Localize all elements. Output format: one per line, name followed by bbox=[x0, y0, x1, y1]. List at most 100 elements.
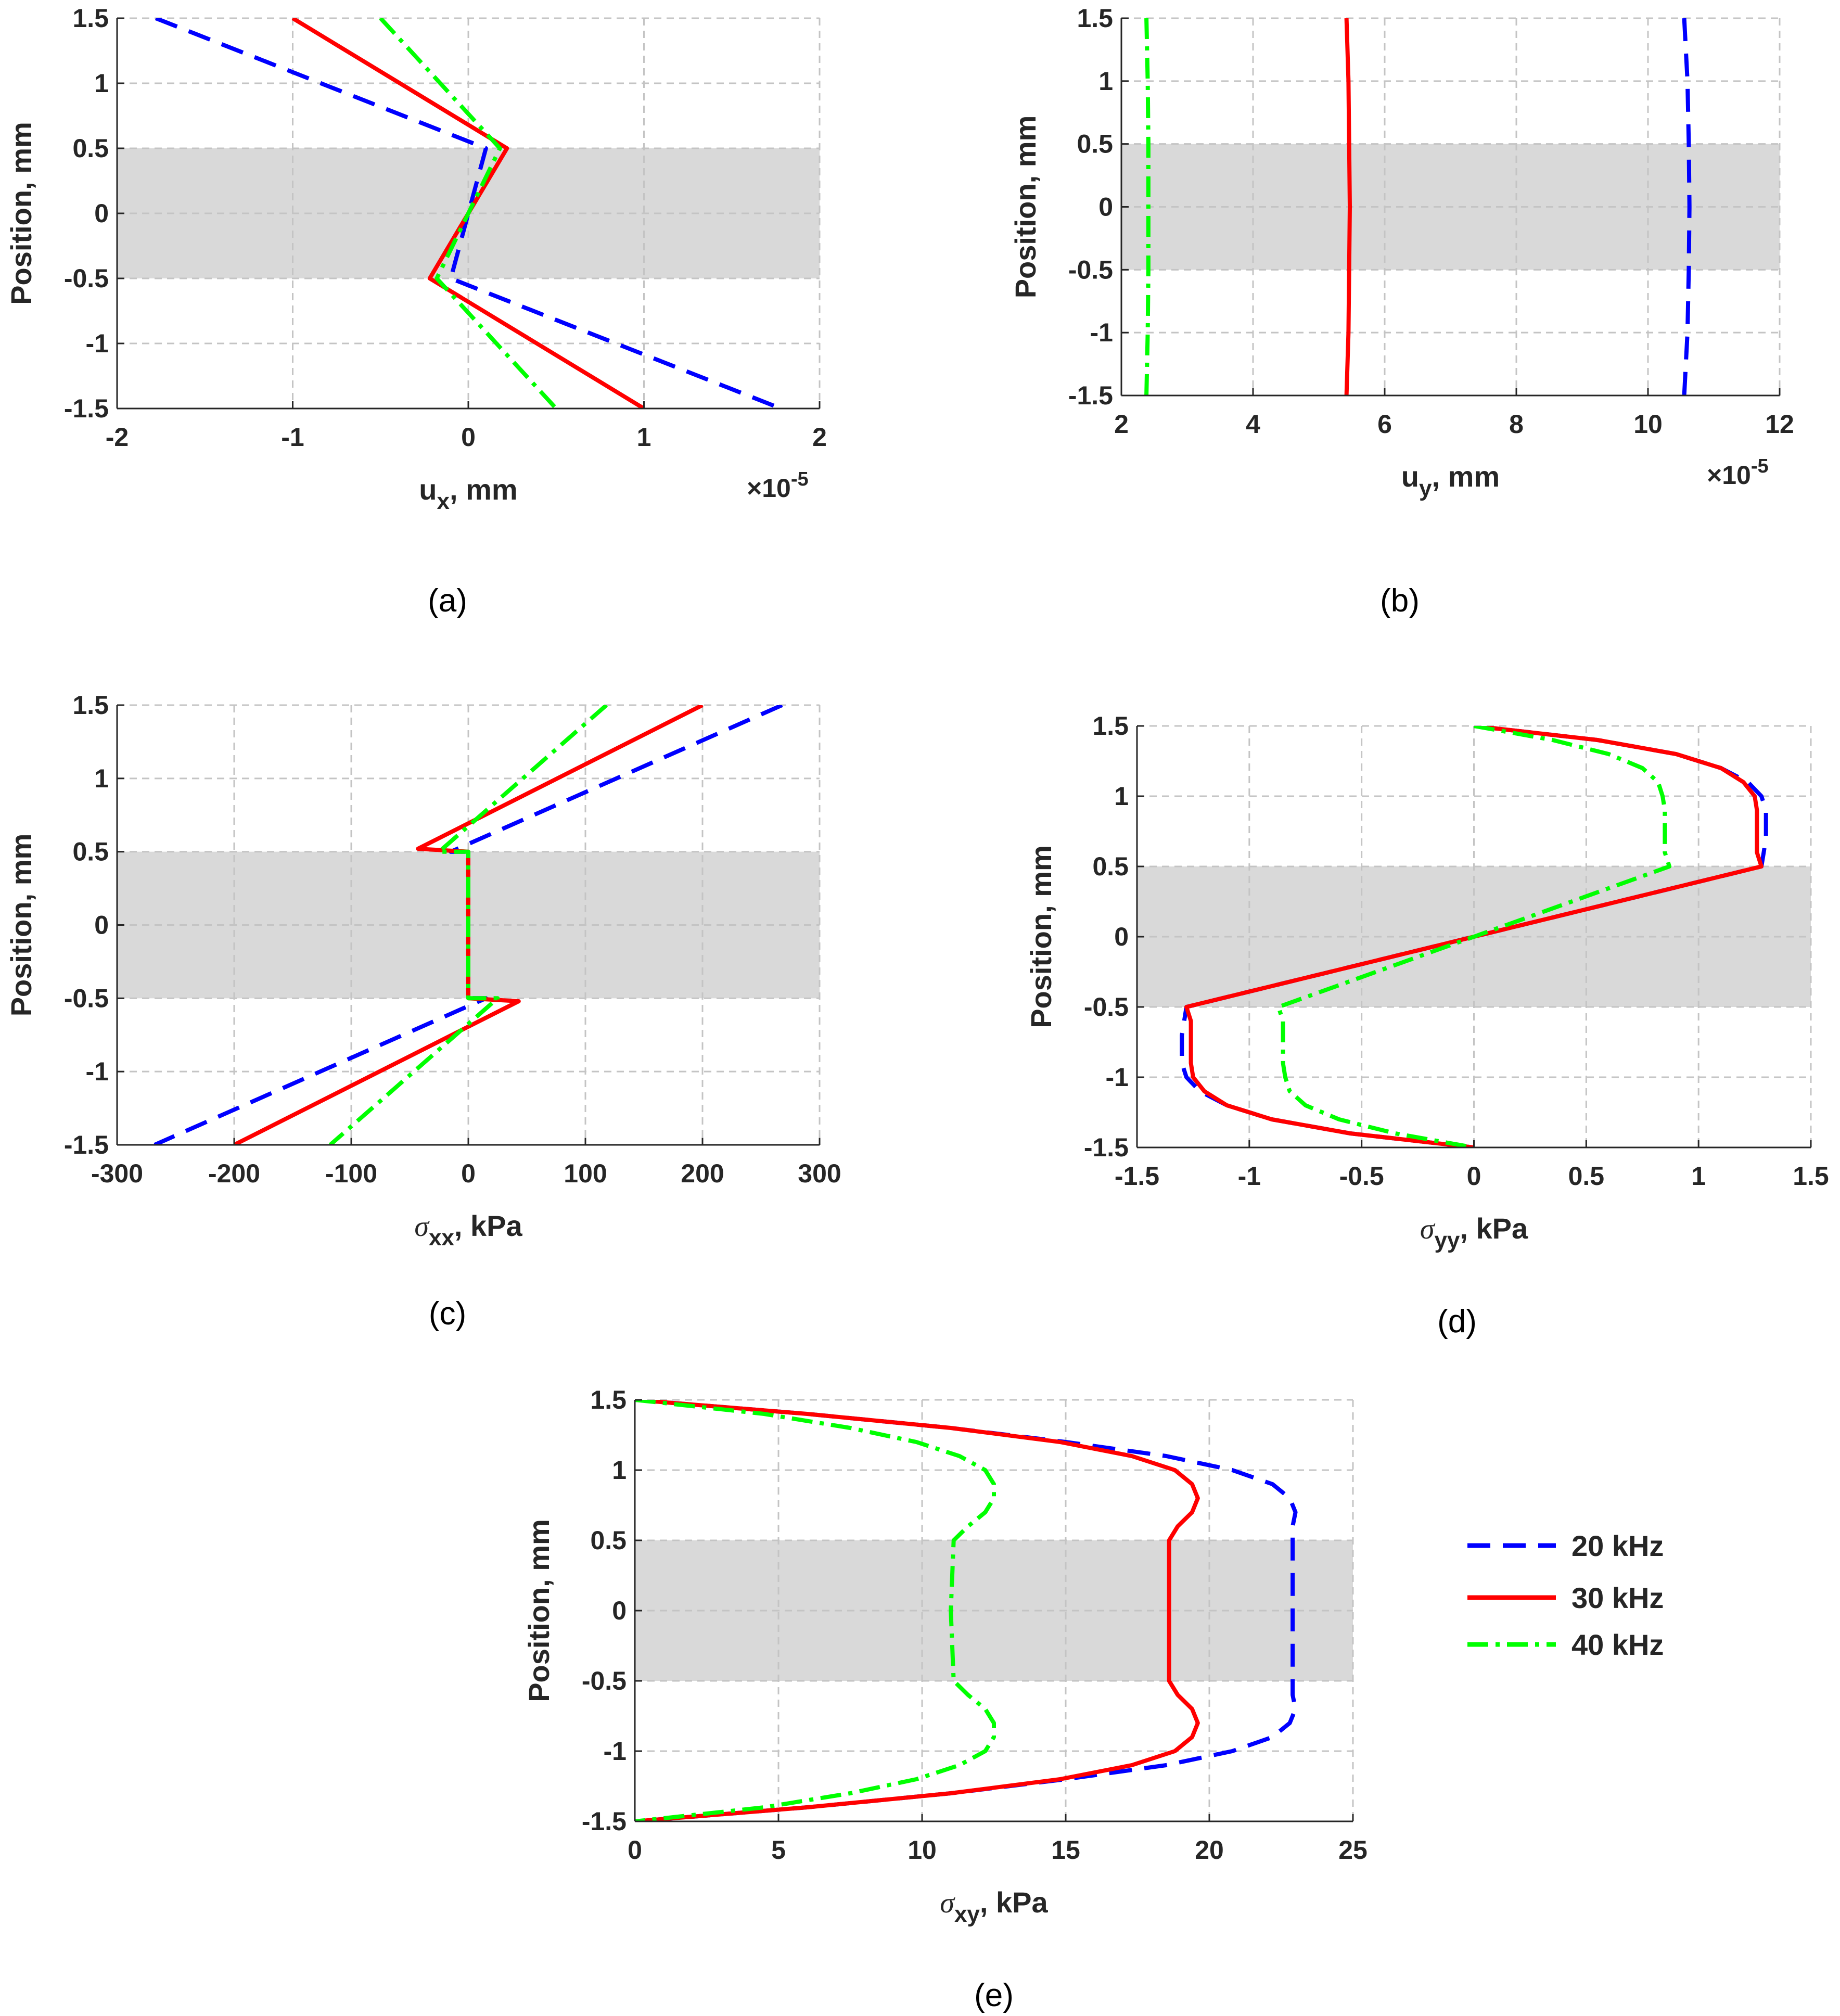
x-tick-label: -300 bbox=[91, 1159, 143, 1188]
series-line-20khz bbox=[1682, 18, 1692, 395]
x-axis-subscript: xy bbox=[954, 1902, 980, 1927]
x-tick-label: 10 bbox=[908, 1835, 937, 1865]
y-tick-label: -1 bbox=[604, 1737, 627, 1766]
series-line-30khz bbox=[1344, 18, 1352, 395]
y-tick-label: 0 bbox=[612, 1596, 627, 1625]
y-tick-label: 1 bbox=[94, 69, 109, 98]
chart-panel-a: -2 -1 0 1 2 -1.5 -1 -0.5 0 0.5 1 1.5 Position, mm ux,… bbox=[5, 4, 827, 619]
y-tick-label: 0.5 bbox=[590, 1526, 627, 1555]
x-tick-label: 200 bbox=[681, 1159, 724, 1188]
x-tick-label: 0.5 bbox=[1568, 1162, 1605, 1191]
x-axis-subscript: xx bbox=[429, 1225, 454, 1251]
y-tick-label: 0.5 bbox=[72, 837, 109, 866]
panel-caption: (b) bbox=[1380, 583, 1420, 619]
legend-label-40khz: 40 kHz bbox=[1571, 1628, 1664, 1661]
x-tick-label: 12 bbox=[1765, 410, 1794, 439]
x-axis-unit: , mm bbox=[450, 473, 518, 506]
x-tick-label: 8 bbox=[1509, 410, 1524, 439]
x-tick-label: 0 bbox=[1467, 1162, 1481, 1191]
y-tick-label: -1.5 bbox=[64, 1130, 109, 1159]
x-tick-label: -2 bbox=[106, 423, 129, 452]
x-axis-label: σyy, kPa bbox=[1420, 1212, 1528, 1253]
y-tick-label: -0.5 bbox=[64, 984, 109, 1013]
x-axis-symbol: σ bbox=[1420, 1213, 1436, 1245]
x-tick-label: 2 bbox=[812, 423, 827, 452]
x-tick-label: 300 bbox=[798, 1159, 841, 1188]
series-line-30khz bbox=[635, 1400, 1200, 1821]
y-axis-label: Position, mm bbox=[1025, 845, 1057, 1028]
legend-label-30khz: 30 kHz bbox=[1571, 1581, 1664, 1614]
chart-panel-b: 2 4 6 8 10 12 -1.5 -1 -0.5 0 0.5 1 1.5 Position, mm uy… bbox=[1009, 4, 1794, 619]
y-tick-label: -1.5 bbox=[64, 394, 109, 423]
y-tick-label: 1 bbox=[94, 764, 109, 793]
x-tick-label: 20 bbox=[1195, 1835, 1224, 1865]
x-axis-subscript: yy bbox=[1434, 1228, 1460, 1253]
x-tick-label: -1.5 bbox=[1115, 1162, 1159, 1191]
x-tick-label: 25 bbox=[1338, 1835, 1368, 1865]
x-tick-label: 0 bbox=[628, 1835, 642, 1865]
x-tick-label: -1 bbox=[1238, 1162, 1261, 1191]
x-axis-label: uy, mm bbox=[1401, 460, 1500, 501]
y-tick-label: 0 bbox=[1098, 193, 1113, 222]
legend-item-40khz: 40 kHz bbox=[1467, 1628, 1664, 1661]
x-axis-label: ux, mm bbox=[419, 473, 517, 514]
x-axis-unit: , kPa bbox=[454, 1209, 523, 1242]
y-tick-label: 1 bbox=[1114, 782, 1129, 811]
y-tick-label: 0 bbox=[94, 911, 109, 940]
x-tick-label: 4 bbox=[1246, 410, 1260, 439]
x-axis-unit: , kPa bbox=[1460, 1212, 1528, 1245]
series-line-20khz bbox=[154, 705, 783, 1145]
panel-caption: (a) bbox=[428, 583, 467, 619]
x-tick-label: 2 bbox=[1114, 410, 1129, 439]
panel-caption: (c) bbox=[429, 1296, 466, 1332]
x-tick-label: 10 bbox=[1633, 410, 1663, 439]
exponent-base: ×10 bbox=[747, 474, 791, 503]
y-tick-label: 1.5 bbox=[1092, 711, 1129, 741]
x-tick-label: 1.5 bbox=[1793, 1162, 1829, 1191]
x-tick-label: -0.5 bbox=[1339, 1162, 1384, 1191]
exponent-power: -5 bbox=[791, 468, 809, 490]
legend: 20 kHz 30 kHz 40 kHz bbox=[1467, 1529, 1664, 1661]
y-axis-label: Position, mm bbox=[1009, 116, 1042, 299]
series-line-40khz bbox=[1144, 18, 1151, 395]
exponent-power: -5 bbox=[1751, 455, 1769, 477]
series-line-40khz bbox=[328, 705, 608, 1145]
x-tick-label: -1 bbox=[281, 423, 304, 452]
legend-item-20khz: 20 kHz bbox=[1467, 1529, 1664, 1562]
x-axis-symbol: u bbox=[419, 473, 437, 506]
x-tick-label: 0 bbox=[461, 423, 476, 452]
y-axis-label: Position, mm bbox=[5, 122, 37, 305]
x-axis-subscript: x bbox=[437, 489, 450, 514]
x-axis-symbol: u bbox=[1401, 460, 1419, 493]
y-tick-label: 1.5 bbox=[72, 691, 109, 720]
x-axis-label: σxy, kPa bbox=[940, 1886, 1048, 1927]
y-tick-label: 1.5 bbox=[590, 1385, 627, 1414]
y-axis-label: Position, mm bbox=[522, 1519, 555, 1702]
x-tick-label: 15 bbox=[1051, 1835, 1080, 1865]
y-tick-label: -1.5 bbox=[1084, 1133, 1129, 1162]
y-tick-label: -1 bbox=[1106, 1063, 1129, 1092]
y-tick-label: -0.5 bbox=[1068, 255, 1113, 284]
x-axis-unit: , mm bbox=[1432, 460, 1500, 493]
y-tick-label: 1.5 bbox=[72, 4, 109, 33]
x-tick-label: 6 bbox=[1377, 410, 1392, 439]
y-tick-label: 0.5 bbox=[1077, 130, 1113, 159]
x-axis-symbol: σ bbox=[414, 1210, 430, 1243]
x-axis-exponent: ×10-5 bbox=[1707, 455, 1769, 490]
x-axis-symbol: σ bbox=[940, 1887, 955, 1919]
y-tick-label: 0.5 bbox=[1092, 852, 1129, 881]
x-tick-label: 0 bbox=[461, 1159, 476, 1188]
y-tick-label: 1 bbox=[612, 1456, 627, 1485]
x-axis-unit: , kPa bbox=[980, 1886, 1049, 1919]
y-tick-label: 1 bbox=[1098, 67, 1113, 96]
y-tick-label: -1 bbox=[86, 1057, 109, 1086]
chart-panel-e: 0 5 10 15 20 25 -1.5 -1 -0.5 0 0.5 1 1.5 Position, mm… bbox=[522, 1385, 1368, 2013]
y-tick-label: -1.5 bbox=[582, 1807, 627, 1836]
y-tick-label: -1.5 bbox=[1068, 381, 1113, 410]
x-tick-label: 1 bbox=[1691, 1162, 1706, 1191]
series-line-20khz bbox=[635, 1400, 1298, 1821]
x-tick-label: 100 bbox=[564, 1159, 607, 1188]
x-axis-subscript: y bbox=[1419, 476, 1432, 501]
x-tick-label: -100 bbox=[325, 1159, 377, 1188]
